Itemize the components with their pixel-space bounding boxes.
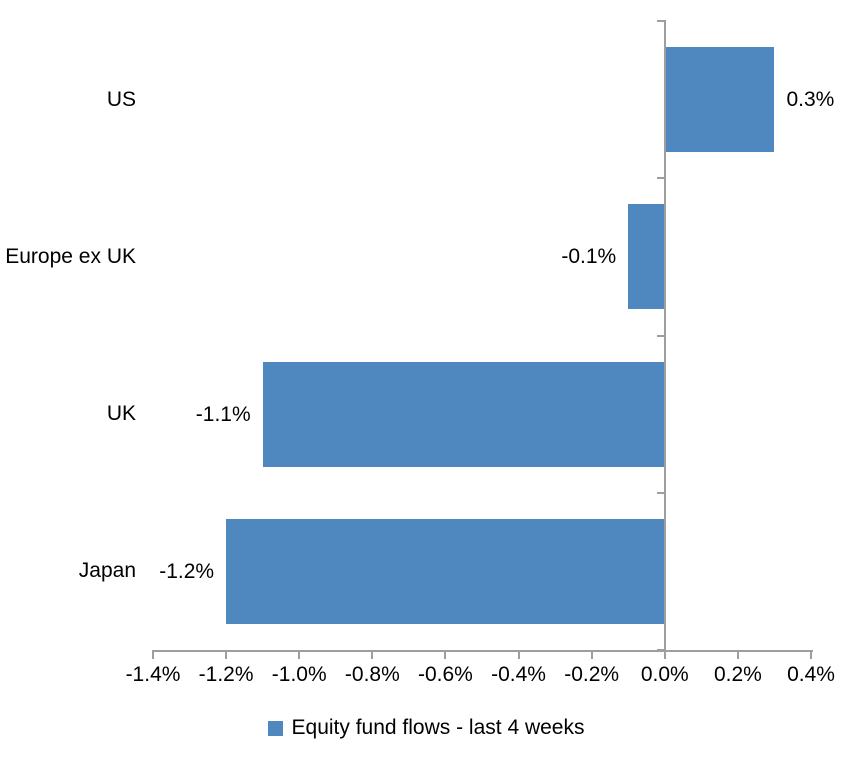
x-axis-tick [298,650,301,659]
bar-value-label: -1.2% [159,559,215,583]
x-axis-tick [810,650,812,659]
x-axis-tick-label: -0.2% [564,663,620,686]
x-axis-tick [225,650,228,659]
x-axis-tick-label: 0.0% [640,663,689,686]
legend: Equity fund flows - last 4 weeks [0,716,852,740]
bar [262,361,665,467]
x-axis-tick-label: -1.2% [198,663,254,686]
x-axis-tick-label: -0.8% [344,663,400,686]
bar-value-label: -0.1% [561,245,617,269]
x-axis-line [153,650,813,652]
legend-marker-icon [267,720,283,736]
x-axis-tick [517,650,520,659]
bar-value-label: -1.1% [195,402,251,426]
category-label: Japan [78,559,136,583]
category-axis-tick [656,334,666,337]
x-axis-tick [444,650,447,659]
x-axis-tick-label: -0.4% [491,663,546,686]
bar [664,47,775,153]
category-axis-tick [656,20,666,22]
x-axis-tick-label: 0.4% [787,663,835,686]
bar-value-label: 0.3% [786,88,835,112]
x-axis-tick [152,650,154,659]
x-axis-tick-label: -0.6% [418,663,473,686]
x-axis-tick-label: -1.4% [125,663,181,686]
bar [226,518,665,624]
x-axis-tick [590,650,593,659]
y-axis-zero-line [664,21,666,652]
x-axis-tick [371,650,374,659]
x-axis-tick-label: -1.0% [271,663,327,686]
x-axis-tick-label: 0.2% [713,663,762,686]
legend-label: Equity fund flows - last 4 weeks [291,716,585,739]
x-axis-tick [736,650,739,659]
category-label: Europe ex UK [5,244,136,268]
category-axis-tick [656,491,666,494]
category-label: US [106,87,136,111]
x-axis-tick [663,650,666,659]
bar [628,204,665,310]
category-label: UK [106,402,136,426]
category-axis-tick [656,177,666,180]
